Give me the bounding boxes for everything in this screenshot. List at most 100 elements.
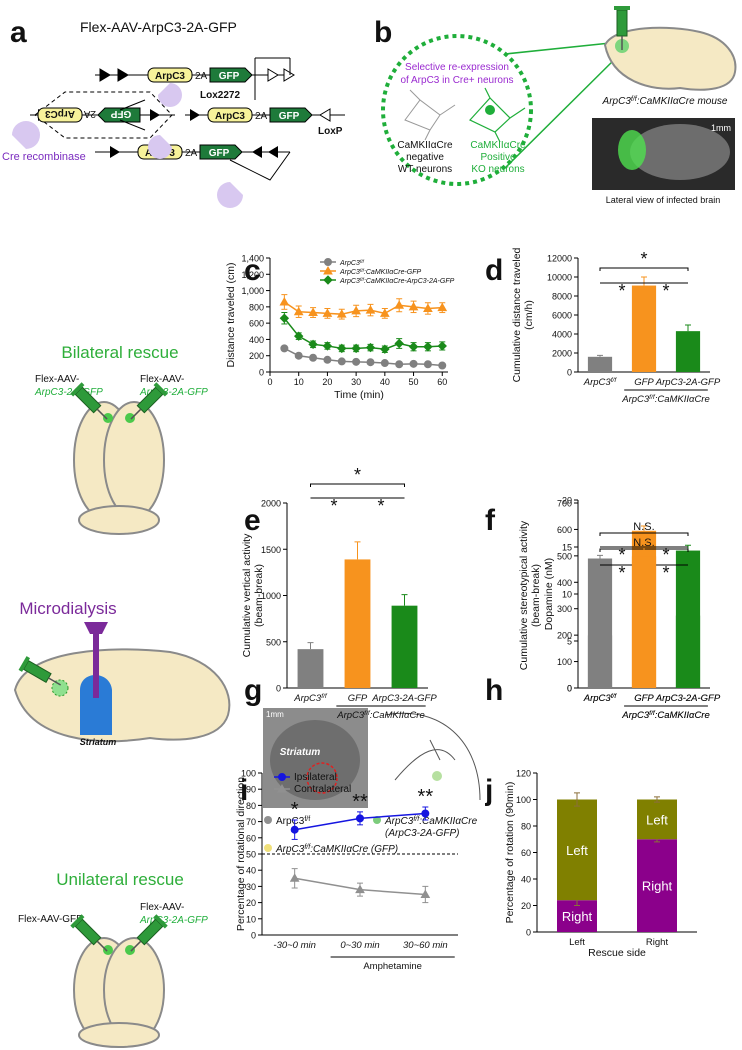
marker xyxy=(289,873,300,882)
y-tick-label: 50 xyxy=(246,850,256,860)
x-tick-label: 30 xyxy=(351,377,361,387)
y-tick-label: 20 xyxy=(246,898,256,908)
x-tick-label: 0 xyxy=(267,377,272,387)
marker xyxy=(323,265,333,275)
mouse-label: ArpC3f/f:CaMKIIαCre mouse xyxy=(602,96,728,108)
y-tick-label: 10000 xyxy=(547,273,572,283)
error-bar xyxy=(641,276,647,286)
y-tick-label: 2000 xyxy=(261,499,281,509)
marker xyxy=(380,359,389,368)
x-tick-label: 40 xyxy=(380,377,390,387)
y-tick-label: 200 xyxy=(557,631,572,641)
x-tick-label: 0~30 min xyxy=(340,940,379,951)
x-tick-label: ArpC3-2A-GFP xyxy=(655,693,721,704)
y-tick-label: 1,400 xyxy=(241,254,264,264)
marker xyxy=(365,305,376,314)
marker xyxy=(355,884,365,894)
legend-label: ArpC3f/f:CaMKIIαCre-ArpC3-2A-GFP xyxy=(339,277,455,286)
scale-label: 1mm xyxy=(711,123,731,133)
error-bar xyxy=(641,540,647,557)
marker xyxy=(423,342,433,352)
bar xyxy=(631,556,657,688)
marker xyxy=(423,360,432,369)
marker xyxy=(408,301,419,311)
x-tick-label: GFP xyxy=(348,693,368,704)
y-tick-label: 100 xyxy=(557,657,572,667)
y-axis-label: Cumulative distance traveled xyxy=(511,247,523,382)
legend-label: Ipsilateral xyxy=(294,772,337,783)
y-tick-label: 80 xyxy=(521,822,531,832)
y-tick-label: 1500 xyxy=(261,545,281,555)
y-axis-label: Dopamine (nM) xyxy=(543,558,555,630)
x-tick-label: GFP xyxy=(634,693,654,704)
error-bar xyxy=(597,625,603,636)
reporter-label: GFP xyxy=(219,71,240,82)
y-tick-label: 0 xyxy=(276,684,281,694)
significance: * xyxy=(618,281,625,301)
panel-label: d xyxy=(485,254,503,287)
x-tick-label: ArpC3f/f xyxy=(583,693,618,705)
region-label: Striatum xyxy=(280,747,321,758)
y-tick-label: 200 xyxy=(249,351,264,361)
group-label: ArpC3f/f:CaMKIIαCre xyxy=(621,710,710,722)
x-tick-label: Left xyxy=(569,937,585,948)
legend-label: ArpC3f/f:CaMKIIαCre (GFP) xyxy=(275,844,398,856)
significance: * xyxy=(618,545,625,565)
panel-label: i xyxy=(240,774,248,807)
bar xyxy=(297,649,324,688)
x-tick-label: GFP xyxy=(634,377,654,388)
y-tick-label: 15 xyxy=(562,543,572,553)
bracket xyxy=(599,267,689,271)
significance: * xyxy=(640,249,647,269)
x-tick-label: GFP xyxy=(634,693,654,704)
y-tick-label: 600 xyxy=(249,319,264,329)
marker xyxy=(421,809,430,818)
y-tick-label: 500 xyxy=(266,637,281,647)
error-bar xyxy=(597,554,603,559)
photo-caption: Lateral view of infected brain xyxy=(606,195,721,205)
marker xyxy=(337,357,346,366)
ko-label: CaMKIIαCre xyxy=(470,140,526,151)
linker-label: 2A xyxy=(83,108,96,119)
site-label: Lox2272 xyxy=(200,90,240,101)
y-tick-label: 60 xyxy=(521,848,531,858)
segment-label: Right xyxy=(642,879,673,894)
vector-label: Flex-AAV-GFP xyxy=(18,914,83,925)
marker xyxy=(279,313,290,323)
error-bar xyxy=(597,354,603,357)
significance: * xyxy=(377,496,384,516)
bar xyxy=(344,559,371,688)
linker-label: 2A xyxy=(185,148,198,159)
marker xyxy=(409,359,418,368)
marker xyxy=(322,308,333,317)
y-tick-label: 700 xyxy=(557,499,572,509)
unilateral-diagram: Unilateral rescue Flex-AAV-GFP Flex-AAV-… xyxy=(18,870,208,1048)
segment-label: Right xyxy=(562,909,593,924)
marker xyxy=(437,302,448,312)
y-tick-label: 12000 xyxy=(547,254,572,264)
marker xyxy=(408,342,419,352)
marker xyxy=(277,783,287,793)
marker xyxy=(308,339,318,350)
bracket xyxy=(599,532,689,536)
y-tick-label: 1,000 xyxy=(241,286,264,296)
y-tick-label: 60 xyxy=(246,833,256,843)
y-tick-label: 100 xyxy=(516,795,531,805)
error-bar xyxy=(401,594,408,606)
legend-label: Contralateral xyxy=(294,784,351,795)
y-tick-label: 0 xyxy=(567,368,572,378)
marker xyxy=(351,305,361,315)
x-tick-label: 60 xyxy=(437,377,447,387)
legend-label: ArpC3f/f:CaMKIIαCre xyxy=(384,816,478,828)
x-axis-label: Time (min) xyxy=(334,389,384,401)
group-label: ArpC3f/f:CaMKIIαCre xyxy=(621,710,710,722)
x-tick-label: ArpC3-2A-GFP xyxy=(655,693,721,704)
x-tick-label: 10 xyxy=(294,377,304,387)
y-axis-label: Percentage of rotation (90min) xyxy=(504,782,516,924)
marker xyxy=(379,308,390,317)
bar xyxy=(631,285,657,372)
panel-label: h xyxy=(485,674,503,707)
bilateral-diagram: Bilateral rescue Flex-AAV- ArpC3-2A-GFP … xyxy=(34,343,208,535)
significance: * xyxy=(662,563,669,583)
y-axis-label: (beam-break) xyxy=(253,564,265,627)
